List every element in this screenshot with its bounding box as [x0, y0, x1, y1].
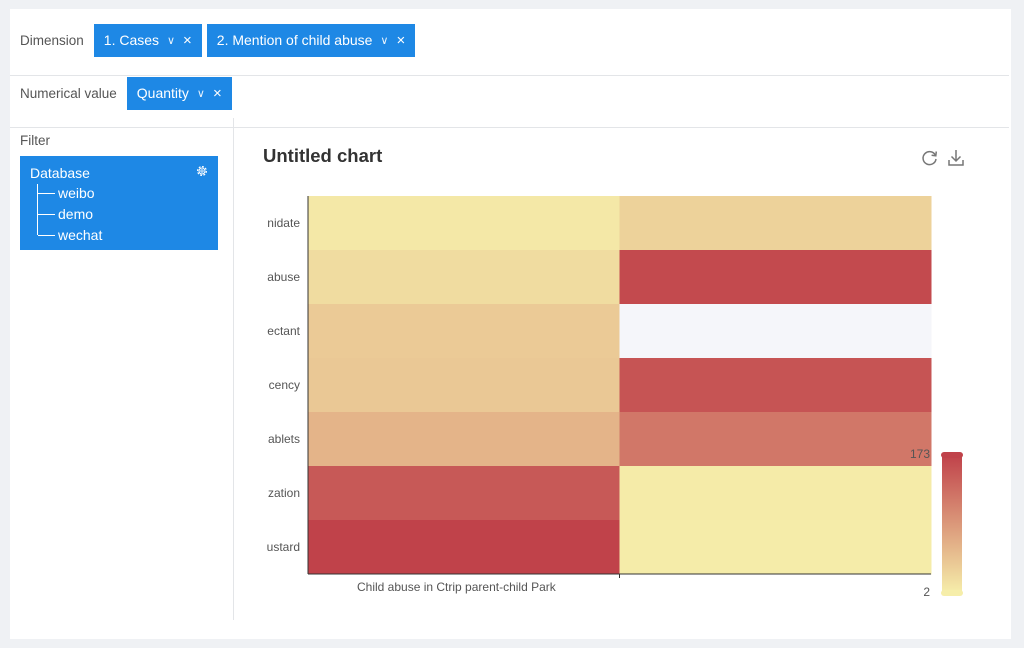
divider — [10, 127, 1009, 128]
chip-label: 2. Mention of child abuse — [216, 32, 373, 48]
tree-line — [37, 184, 38, 235]
tree-item-label: weibo — [58, 185, 95, 201]
chevron-down-icon[interactable]: ∨ — [196, 87, 205, 100]
numerical-chip-quantity[interactable]: Quantity ∨ × — [126, 76, 232, 110]
heatmap-cell — [619, 250, 932, 305]
tree-item-weibo[interactable]: weibo — [38, 185, 95, 201]
heatmap-cell — [308, 196, 620, 251]
chart-title: Untitled chart — [263, 145, 383, 166]
tree-item-label: wechat — [58, 227, 103, 243]
chip-label: 1. Cases — [103, 32, 160, 48]
heatmap-cell — [619, 466, 932, 521]
heatmap-cell — [619, 304, 932, 359]
y-tick-label: ablets — [268, 432, 300, 446]
vertical-divider — [233, 118, 234, 620]
divider — [10, 75, 1009, 76]
y-tick-label: ustard — [267, 540, 300, 554]
heatmap-cell — [619, 358, 932, 413]
refresh-icon[interactable] — [920, 148, 940, 168]
gear-icon[interactable] — [195, 164, 209, 178]
chevron-down-icon[interactable]: ∨ — [380, 34, 389, 47]
y-tick-label: nidate — [267, 216, 300, 230]
download-icon[interactable] — [946, 148, 966, 168]
filter-label: Filter — [20, 133, 50, 148]
x-tick-label: Child abuse in Ctrip parent-child Park — [357, 580, 557, 594]
tree-item-wechat[interactable]: wechat — [38, 227, 102, 243]
y-tick-label: abuse — [267, 270, 300, 284]
dimension-label: Dimension — [20, 32, 84, 48]
heatmap-cell — [619, 412, 932, 467]
chip-label: Quantity — [136, 85, 189, 101]
visual-map-bar — [942, 455, 962, 593]
heatmap-cell — [308, 412, 620, 467]
database-title[interactable]: Database — [30, 165, 90, 181]
close-icon[interactable]: × — [183, 31, 192, 49]
visual-map-handle-bottom — [941, 590, 963, 596]
tree-connector — [38, 192, 55, 194]
dimension-chip-mention[interactable]: 2. Mention of child abuse ∨ × — [206, 23, 416, 57]
heatmap-cell — [308, 304, 620, 359]
visual-map-min-label: 2 — [923, 585, 930, 599]
y-tick-label: zation — [268, 486, 300, 500]
numerical-row: Numerical value Quantity ∨ × — [10, 76, 1009, 110]
chevron-down-icon[interactable]: ∨ — [167, 34, 176, 47]
tree-item-label: demo — [58, 206, 94, 222]
y-tick-label: ectant — [267, 324, 300, 338]
dimension-chip-cases[interactable]: 1. Cases ∨ × — [93, 23, 202, 57]
visual-map-handle-top — [941, 452, 963, 458]
heatmap-cell — [619, 196, 932, 251]
database-tree[interactable]: Database weibo demo wechat — [20, 156, 218, 250]
tree-connector — [38, 213, 55, 215]
heatmap-cell — [308, 520, 620, 575]
heatmap-cell — [308, 358, 620, 413]
y-tick-label: cency — [269, 378, 300, 392]
dimension-row: Dimension 1. Cases ∨ × 2. Mention of chi… — [10, 23, 1009, 57]
tree-item-demo[interactable]: demo — [38, 206, 93, 222]
heatmap-cell — [308, 250, 620, 305]
heatmap-cell — [619, 520, 932, 575]
visual-map-max-label: 173 — [910, 447, 930, 461]
close-icon[interactable]: × — [212, 84, 222, 102]
close-icon[interactable]: × — [396, 31, 406, 49]
heatmap-cell — [308, 466, 620, 521]
numerical-label: Numerical value — [20, 85, 117, 101]
tree-connector — [38, 234, 55, 236]
heatmap-chart: nidate abuse ectant cency ablets zation ustard… — [267, 196, 963, 599]
